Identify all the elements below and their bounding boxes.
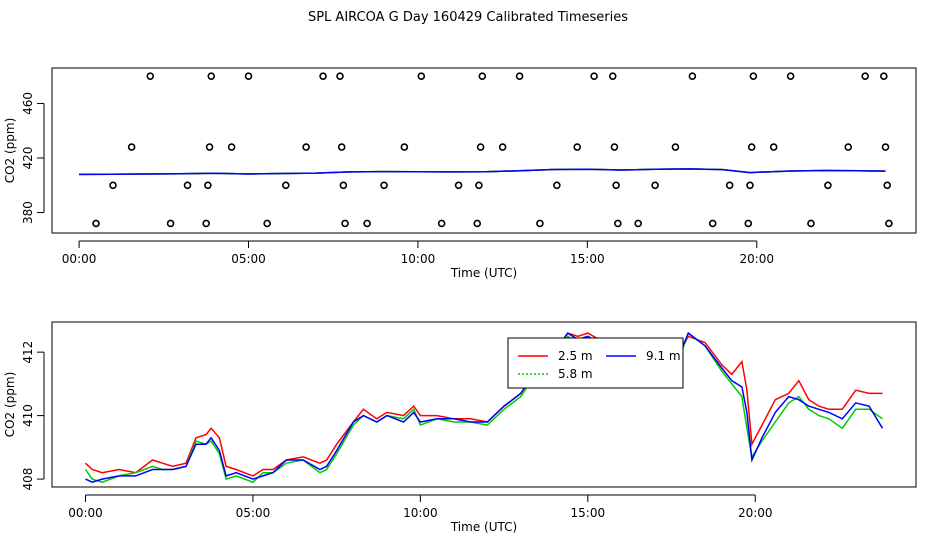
scatter-point [227,143,236,151]
plot-frame [51,67,917,234]
scatter-point [92,219,100,228]
x-tick-label: 10:00 [403,506,438,520]
timeseries-panel: 00:00 05:00 10:00 15:00 20:00 Time (UTC) 408 41… [3,321,917,534]
series-line [84,332,883,477]
y-tick-label: 408 [21,468,35,491]
scatter-point [336,72,344,80]
scatter-point [807,219,815,228]
legend-label: 9.1 m [646,349,681,363]
scatter-point [573,143,581,151]
scatter-point [769,143,778,151]
scatter-point [475,181,483,190]
scatter-point [608,72,617,80]
scatter-point [498,143,507,151]
legend-box [507,337,684,389]
scatter-point [590,72,598,80]
y-tick-label: 460 [21,92,35,115]
y-tick-label: 420 [21,147,35,170]
scatter-point [746,181,754,190]
scatter-point [688,72,697,80]
scatter-point [881,143,890,151]
scatter-point [319,72,327,80]
scatter-point [127,143,136,151]
scatter-point [302,143,310,151]
scatter-point [417,72,426,80]
scatter-point [744,219,753,228]
series-line [84,331,883,484]
scatter-point [786,72,795,80]
x-tick-label: 20:00 [739,252,774,266]
scatter-point [244,72,253,80]
scatter-point [166,219,175,228]
scatter-point [515,72,524,80]
legend-label: 2.5 m [558,349,593,363]
series-line [79,168,886,176]
scatter-point [339,181,348,190]
scatter-point [651,181,659,190]
scatter-point [725,181,734,190]
y-tick-label: 412 [21,341,35,364]
scatter-point [183,181,192,190]
scatter-point [454,181,463,190]
x-axis-label: Time (UTC) [450,266,517,280]
scatter-point [202,219,210,228]
y-tick-label: 380 [21,201,35,224]
scatter-point [473,219,482,228]
scatter-point [281,181,290,190]
scatter-point [204,181,212,190]
legend-label: 5.8 m [558,367,593,381]
scatter-point [263,219,271,228]
x-tick-label: 15:00 [570,252,605,266]
scatter-point [205,143,214,151]
x-tick-label: 05:00 [236,506,271,520]
scatter-point [363,219,371,228]
scatter-point [476,143,485,151]
scatter-point [610,143,619,151]
x-axis-label: Time (UTC) [450,520,517,534]
scatter-point [844,143,853,151]
scatter-point [337,143,346,151]
x-tick-label: 05:00 [231,252,266,266]
scatter-point [536,219,544,228]
scatter-point [671,143,680,151]
scatter-point [880,72,888,80]
y-axis-label: CO2 (ppm) [3,118,17,184]
x-tick-label: 10:00 [401,252,436,266]
scatter-point [380,181,388,190]
scatter-point [747,143,756,151]
x-tick-label: 00:00 [68,506,103,520]
y-tick-label: 410 [21,404,35,427]
scatter-point [207,72,216,80]
x-tick-label: 15:00 [571,506,606,520]
chart-title: SPL AIRCOA G Day 160429 Calibrated Times… [308,10,628,25]
scatter-point [885,219,893,228]
scatter-point [478,72,487,80]
plot-frame [51,321,917,488]
scatter-point [146,72,155,80]
scatter-point [883,181,892,190]
scatter-point [861,72,869,80]
scatter-point [341,219,349,228]
x-tick-label: 00:00 [62,252,97,266]
y-axis-label: CO2 (ppm) [3,372,17,438]
series-line [85,331,884,484]
scatter-point [612,181,620,190]
scatter-point [400,143,409,151]
scatter-point [109,181,117,190]
scatter-point [614,219,622,228]
scatter-point [437,219,446,228]
scatter-panel: 00:00 05:00 10:00 15:00 20:00 Time (UTC) 380 42… [3,67,917,280]
scatter-point [749,72,758,80]
scatter-point [634,219,642,228]
scatter-point [708,219,717,228]
scatter-point [553,181,561,190]
scatter-point [824,181,832,190]
x-tick-label: 20:00 [738,506,773,520]
